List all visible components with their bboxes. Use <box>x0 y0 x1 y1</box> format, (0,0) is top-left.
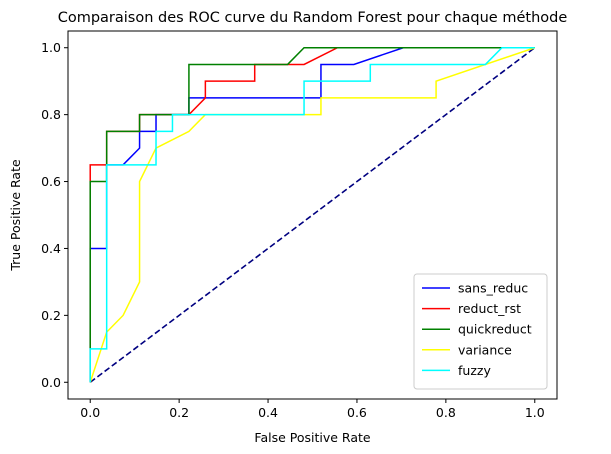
y-axis-ticks: 0.0 0.2 0.4 0.6 0.8 1.0 <box>41 40 68 390</box>
y-axis-label: True Positive Rate <box>8 159 23 272</box>
reference-diagonal-line <box>89 47 536 383</box>
x-tick-label: 1.0 <box>525 405 545 420</box>
plot-area <box>89 46 536 383</box>
x-tick-label: 0.0 <box>80 405 100 420</box>
y-tick-label: 0.2 <box>41 308 61 323</box>
legend-label-variance: variance <box>458 342 512 357</box>
axes-frame <box>67 30 558 400</box>
series-line-quickreduct <box>89 46 535 383</box>
y-tick-label: 0.4 <box>41 241 61 256</box>
y-tick-label: 1.0 <box>41 40 61 55</box>
x-tick-label: 0.4 <box>258 405 278 420</box>
y-tick-label: 0.6 <box>41 174 61 189</box>
series-line-fuzzy <box>89 46 535 383</box>
x-tick-label: 0.6 <box>347 405 367 420</box>
legend-label-quickreduct: quickreduct <box>458 322 532 337</box>
legend: sans_reduc reduct_rst quickreduct variance f… <box>413 273 548 390</box>
legend-label-fuzzy: fuzzy <box>458 363 491 378</box>
x-tick-label: 0.8 <box>436 405 456 420</box>
series-line-variance <box>89 47 536 383</box>
x-tick-label: 0.2 <box>169 405 189 420</box>
y-tick-label: 0.8 <box>41 107 61 122</box>
y-tick-label: 0.0 <box>41 375 61 390</box>
legend-label-reduct-rst: reduct_rst <box>458 301 521 316</box>
legend-label-sans-reduc: sans_reduc <box>458 281 528 296</box>
x-axis-ticks: 0.0 0.2 0.4 0.6 0.8 1.0 <box>80 399 545 420</box>
x-axis-label: False Positive Rate <box>254 430 370 445</box>
legend-box <box>413 273 548 390</box>
chart-title: Comparaison des ROC curve du Random Fore… <box>58 10 568 26</box>
